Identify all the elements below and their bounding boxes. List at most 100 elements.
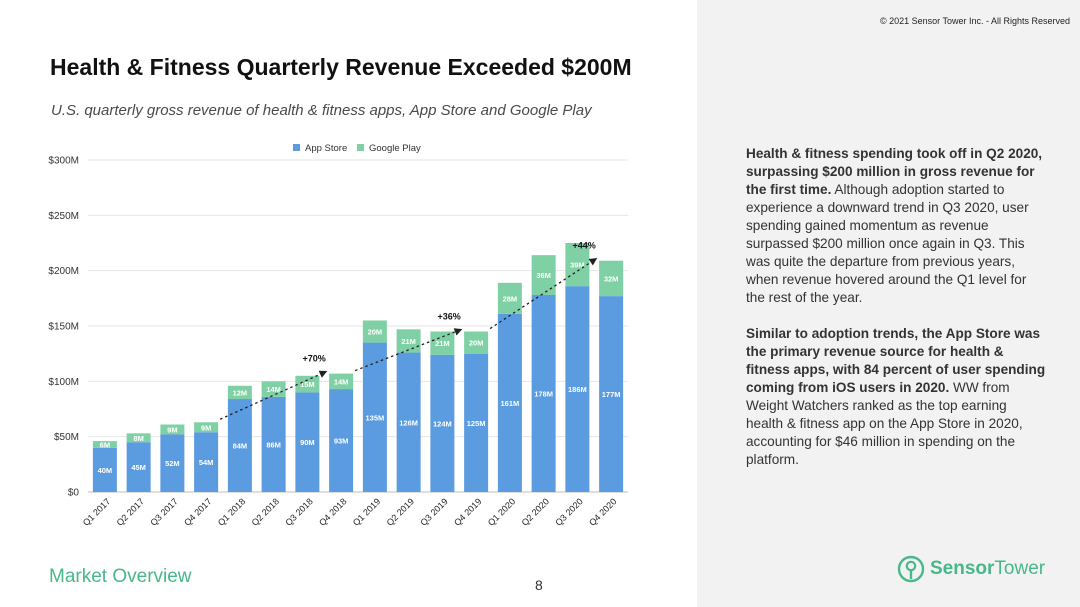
bar-google-play	[329, 373, 354, 390]
bar-app-store	[329, 389, 354, 492]
data-label-google-play: 6M	[100, 440, 110, 449]
y-tick-label: $100M	[48, 377, 79, 388]
x-tick-label: Q2 2017	[115, 496, 146, 527]
growth-label: +70%	[302, 354, 325, 364]
data-label-google-play: 9M	[201, 423, 211, 432]
bar-google-play	[160, 424, 185, 435]
data-label-google-play: 8M	[133, 434, 143, 443]
data-label-app-store: 90M	[300, 438, 315, 447]
x-tick-label: Q3 2017	[148, 496, 179, 527]
growth-arrow	[354, 328, 463, 372]
bar-app-store	[396, 352, 421, 492]
bar-app-store	[92, 447, 117, 492]
logo-text-sensor: Sensor	[930, 558, 995, 579]
commentary-1-bold: Health & fitness spending took off in Q2…	[746, 146, 1043, 197]
x-tick-label: Q1 2019	[351, 496, 382, 527]
data-label-app-store: 177M	[602, 390, 621, 399]
data-label-app-store: 178M	[534, 390, 553, 399]
logo-mark-icon	[897, 555, 925, 583]
bar-app-store	[261, 396, 286, 492]
data-label-app-store: 84M	[233, 442, 248, 451]
sensor-tower-logo: SensorTower	[897, 553, 1045, 585]
bar-app-store	[430, 354, 455, 492]
bar-app-store	[497, 313, 522, 492]
data-label-google-play: 20M	[469, 339, 484, 348]
bar-google-play	[227, 385, 252, 400]
copyright-notice: © 2021 Sensor Tower Inc. - All Rights Re…	[879, 16, 1070, 26]
legend-label: App Store	[305, 143, 347, 154]
data-label-google-play: 36M	[536, 271, 551, 280]
growth-label: +44%	[572, 241, 595, 251]
bar-google-play	[599, 260, 624, 297]
logo-text: SensorTower	[930, 558, 1045, 580]
commentary-paragraph-2: Similar to adoption trends, the App Stor…	[746, 325, 1046, 469]
section-label: Market Overview	[49, 566, 192, 587]
bar-google-play	[565, 243, 590, 287]
revenue-chart: $0 $50M $100M $150M $200M $250M $300M App Stor…	[48, 143, 628, 528]
slide-title: Health & Fitness Quarterly Revenue Excee…	[50, 54, 632, 80]
data-label-google-play: 14M	[334, 377, 349, 386]
bar-google-play	[362, 320, 387, 343]
logo-text-tower: Tower	[994, 558, 1046, 579]
page-number: 8	[535, 577, 543, 593]
bar-app-store	[126, 442, 151, 492]
x-tick-label: Q2 2019	[385, 496, 416, 527]
y-tick-label: $150M	[48, 322, 79, 333]
data-label-app-store: 52M	[165, 459, 180, 468]
data-label-google-play: 32M	[604, 274, 619, 283]
y-tick-label: $300M	[48, 156, 79, 167]
x-tick-label: Q1 2017	[81, 496, 112, 527]
commentary-1-text: Although adoption started to experience …	[746, 182, 1029, 305]
x-tick-label: Q1 2020	[486, 496, 517, 527]
data-label-google-play: 20M	[368, 328, 383, 337]
data-label-google-play: 39M	[570, 261, 585, 270]
bar-google-play	[430, 331, 455, 355]
bar-google-play	[396, 329, 421, 353]
bar-app-store	[531, 295, 556, 492]
data-label-app-store: 40M	[98, 466, 113, 475]
commentary-2-bold: Similar to adoption trends, the App Stor…	[746, 326, 1046, 395]
bar-google-play	[194, 422, 219, 433]
legend-label: Google Play	[369, 143, 421, 154]
data-label-app-store: 126M	[399, 418, 418, 427]
bar-app-store	[464, 353, 489, 492]
data-label-app-store: 86M	[266, 440, 281, 449]
data-label-app-store: 124M	[433, 419, 452, 428]
growth-arrow	[489, 257, 598, 330]
data-label-google-play: 14M	[266, 385, 281, 394]
bar-app-store	[599, 296, 624, 492]
x-tick-label: Q4 2020	[587, 496, 618, 527]
x-tick-label: Q3 2020	[553, 496, 584, 527]
bar-app-store	[565, 286, 590, 492]
x-tick-label: Q3 2019	[418, 496, 449, 527]
data-label-app-store: 125M	[467, 419, 486, 428]
data-label-app-store: 186M	[568, 385, 587, 394]
data-label-google-play: 21M	[435, 339, 450, 348]
x-tick-label: Q4 2019	[452, 496, 483, 527]
bar-google-play	[295, 375, 320, 393]
bar-google-play	[261, 381, 286, 397]
y-tick-label: $50M	[54, 432, 79, 443]
legend-swatch	[357, 144, 364, 151]
data-label-google-play: 12M	[233, 388, 248, 397]
commentary-paragraph-1: Health & fitness spending took off in Q2…	[746, 145, 1046, 307]
data-label-app-store: 135M	[365, 413, 384, 422]
y-tick-label: $0	[68, 488, 80, 499]
commentary: Health & fitness spending took off in Q2…	[746, 145, 1046, 487]
bar-google-play	[92, 441, 117, 448]
x-tick-label: Q1 2018	[216, 496, 247, 527]
y-tick-label: $200M	[48, 266, 79, 277]
data-label-app-store: 93M	[334, 437, 349, 446]
y-tick-label: $250M	[48, 211, 79, 222]
side-panel	[697, 0, 1080, 607]
data-label-google-play: 28M	[503, 294, 518, 303]
bar-app-store	[295, 392, 320, 492]
x-tick-label: Q4 2018	[317, 496, 348, 527]
x-tick-label: Q2 2020	[520, 496, 551, 527]
data-label-google-play: 15M	[300, 380, 315, 389]
x-tick-label: Q4 2017	[182, 496, 213, 527]
bar-app-store	[194, 432, 219, 492]
bar-app-store	[362, 342, 387, 492]
bar-google-play	[464, 331, 489, 354]
bar-app-store	[160, 434, 185, 492]
